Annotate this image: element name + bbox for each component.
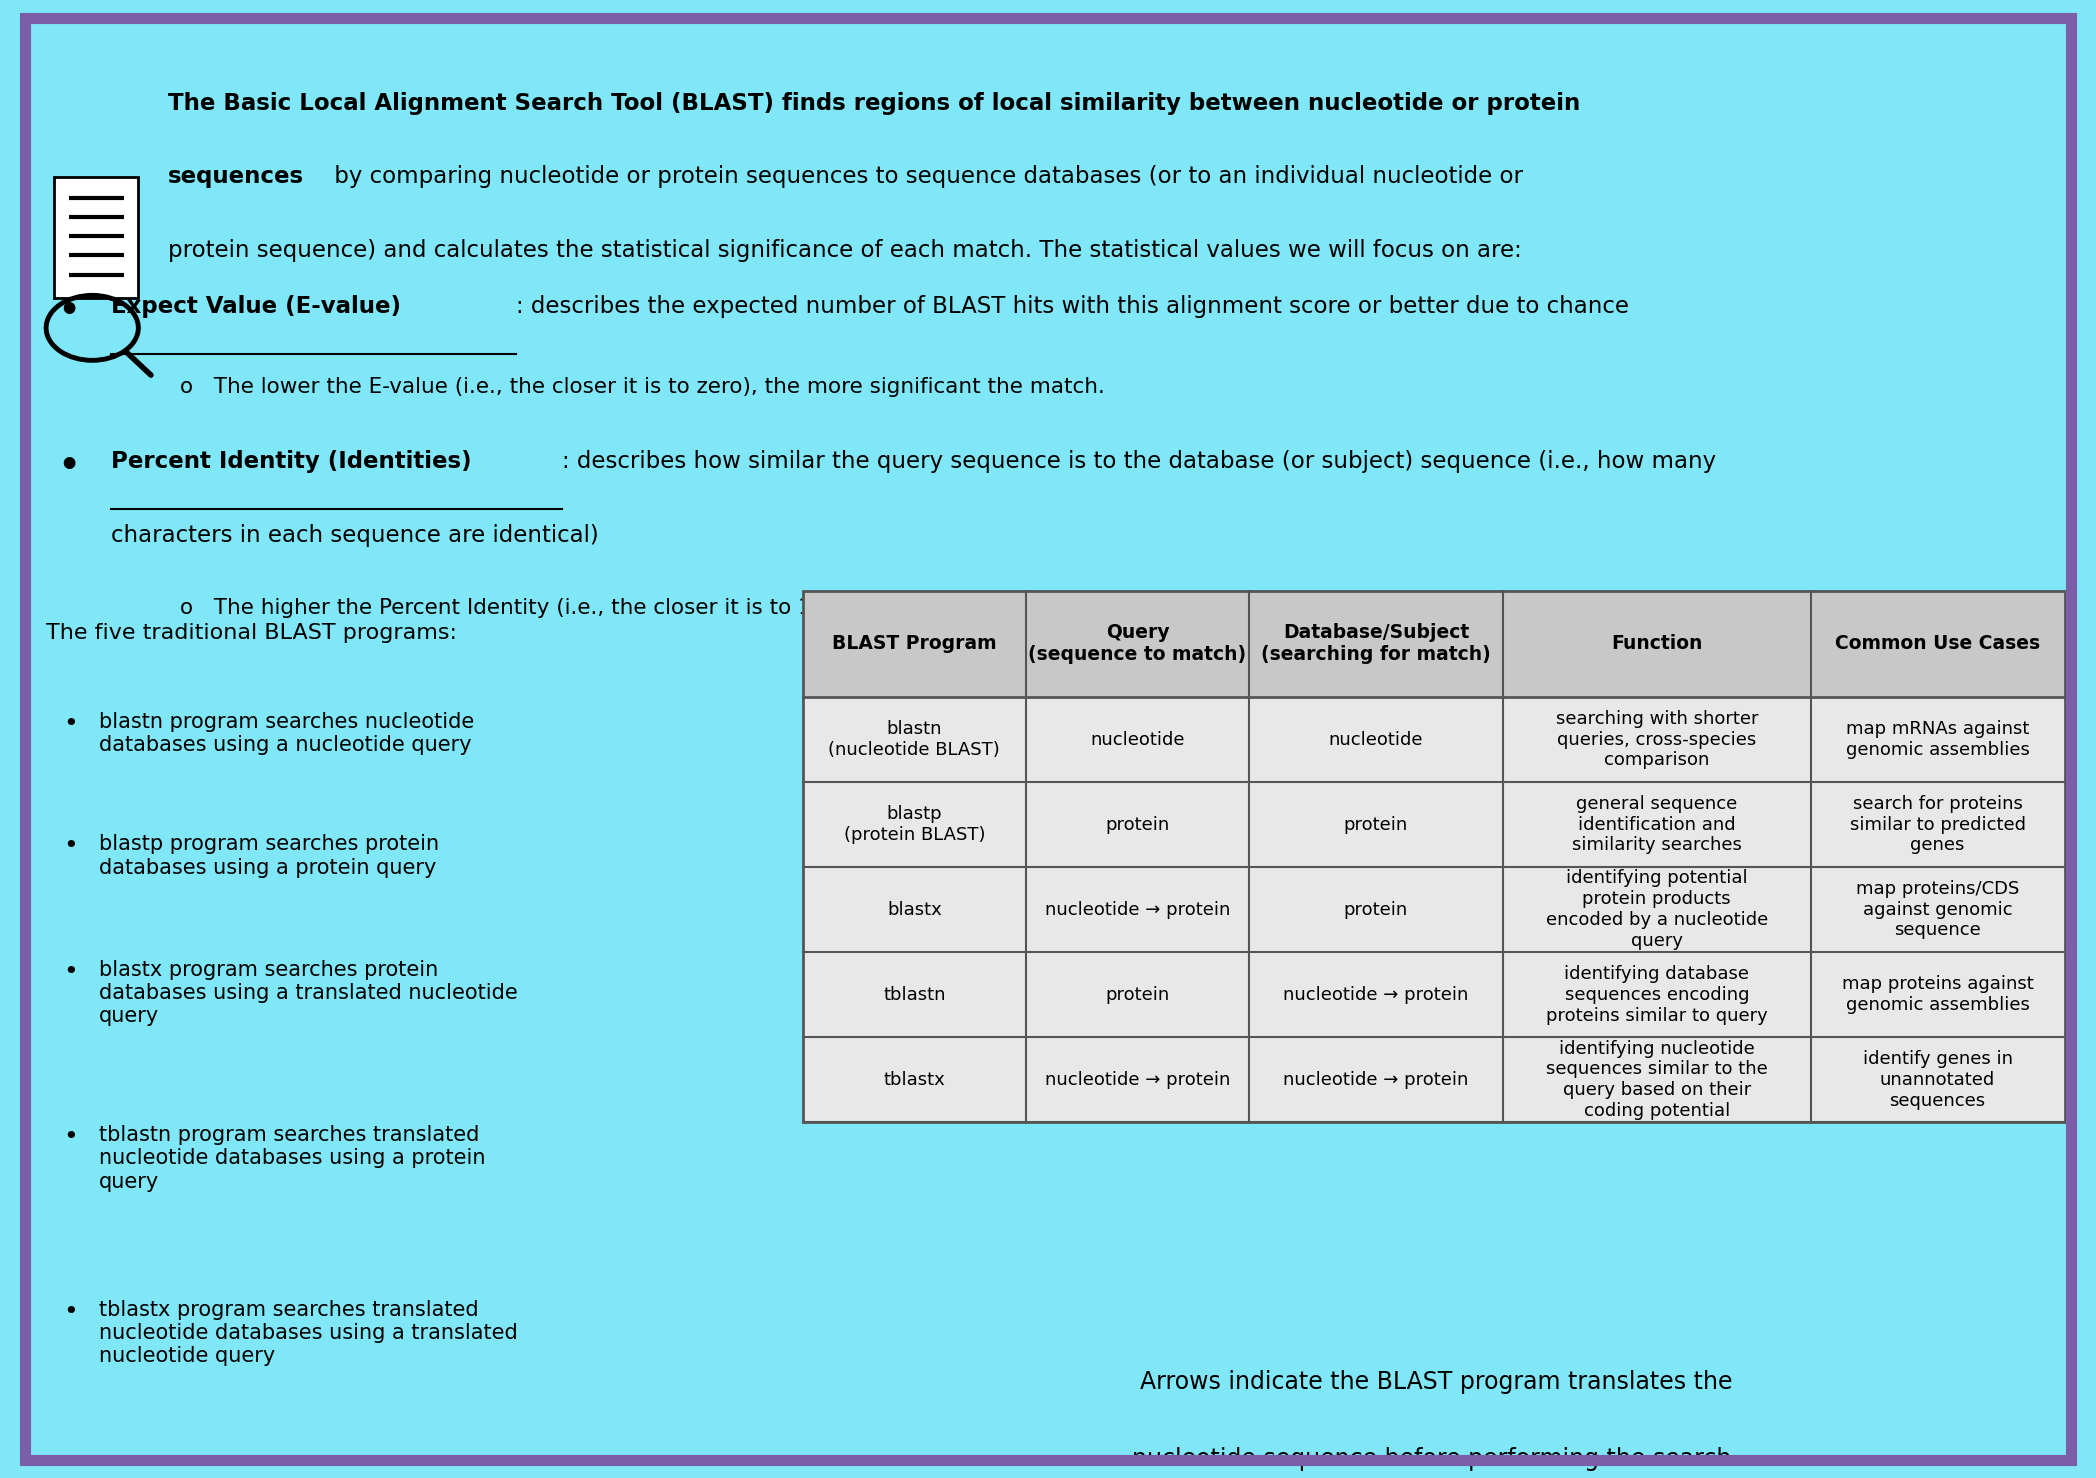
Text: nucleotide → protein: nucleotide → protein bbox=[1044, 1070, 1230, 1089]
Text: map mRNAs against
genomic assemblies: map mRNAs against genomic assemblies bbox=[1847, 720, 2029, 760]
Text: identifying database
sequences encoding
proteins similar to query: identifying database sequences encoding … bbox=[1547, 965, 1767, 1024]
Text: searching with shorter
queries, cross-species
comparison: searching with shorter queries, cross-sp… bbox=[1555, 709, 1759, 770]
Text: •: • bbox=[63, 835, 78, 859]
Text: protein: protein bbox=[1344, 816, 1409, 834]
Text: Expect Value (E-value): Expect Value (E-value) bbox=[111, 296, 400, 318]
Text: •: • bbox=[63, 712, 78, 736]
Text: The five traditional BLAST programs:: The five traditional BLAST programs: bbox=[46, 624, 457, 643]
Text: nucleotide → protein: nucleotide → protein bbox=[1283, 1070, 1469, 1089]
Text: protein: protein bbox=[1105, 986, 1170, 1004]
Text: o   The higher the Percent Identity (i.e., the closer it is to 100), the more si: o The higher the Percent Identity (i.e.,… bbox=[180, 599, 1201, 618]
Text: nucleotide: nucleotide bbox=[1090, 730, 1184, 748]
Text: blastp
(protein BLAST): blastp (protein BLAST) bbox=[843, 806, 985, 844]
FancyBboxPatch shape bbox=[803, 952, 2065, 1038]
Text: characters in each sequence are identical): characters in each sequence are identica… bbox=[111, 525, 599, 547]
FancyBboxPatch shape bbox=[803, 698, 2065, 782]
Text: protein: protein bbox=[1344, 900, 1409, 919]
Text: BLAST Program: BLAST Program bbox=[832, 634, 996, 653]
Text: nucleotide sequence before performing the search.: nucleotide sequence before performing th… bbox=[1132, 1447, 1740, 1471]
Text: blastp program searches protein
databases using a protein query: blastp program searches protein database… bbox=[99, 835, 438, 878]
Text: •: • bbox=[59, 451, 80, 483]
Text: protein sequence) and calculates the statistical significance of each match. The: protein sequence) and calculates the sta… bbox=[168, 239, 1522, 262]
Text: sequences: sequences bbox=[168, 166, 304, 188]
FancyBboxPatch shape bbox=[54, 177, 138, 299]
Text: blastx program searches protein
databases using a translated nucleotide
query: blastx program searches protein database… bbox=[99, 959, 518, 1026]
FancyBboxPatch shape bbox=[803, 868, 2065, 952]
Text: by comparing nucleotide or protein sequences to sequence databases (or to an ind: by comparing nucleotide or protein seque… bbox=[327, 166, 1524, 188]
Text: nucleotide → protein: nucleotide → protein bbox=[1044, 900, 1230, 919]
Text: Common Use Cases: Common Use Cases bbox=[1836, 634, 2039, 653]
Text: Query
(sequence to match): Query (sequence to match) bbox=[1029, 624, 1247, 665]
Text: Function: Function bbox=[1612, 634, 1702, 653]
Text: tblastx: tblastx bbox=[882, 1070, 945, 1089]
Text: •: • bbox=[59, 296, 80, 328]
Text: map proteins/CDS
against genomic
sequence: map proteins/CDS against genomic sequenc… bbox=[1855, 879, 2018, 940]
Text: Percent Identity (Identities): Percent Identity (Identities) bbox=[111, 451, 472, 473]
Text: map proteins against
genomic assemblies: map proteins against genomic assemblies bbox=[1842, 975, 2033, 1014]
Text: : describes how similar the query sequence is to the database (or subject) seque: : describes how similar the query sequen… bbox=[562, 451, 1717, 473]
Text: Database/Subject
(searching for match): Database/Subject (searching for match) bbox=[1262, 624, 1490, 665]
Text: blastn program searches nucleotide
databases using a nucleotide query: blastn program searches nucleotide datab… bbox=[99, 712, 474, 755]
Text: o   The lower the E-value (i.e., the closer it is to zero), the more significant: o The lower the E-value (i.e., the close… bbox=[180, 377, 1105, 396]
Text: tblastn: tblastn bbox=[882, 986, 945, 1004]
Text: search for proteins
similar to predicted
genes: search for proteins similar to predicted… bbox=[1849, 795, 2025, 854]
Text: blastn
(nucleotide BLAST): blastn (nucleotide BLAST) bbox=[828, 720, 1000, 760]
Text: tblastn program searches translated
nucleotide databases using a protein
query: tblastn program searches translated nucl… bbox=[99, 1125, 484, 1191]
Text: protein: protein bbox=[1105, 816, 1170, 834]
Text: The Basic Local Alignment Search Tool (BLAST) finds regions of local similarity : The Basic Local Alignment Search Tool (B… bbox=[168, 92, 1580, 115]
Text: nucleotide: nucleotide bbox=[1329, 730, 1423, 748]
Text: •: • bbox=[63, 1299, 78, 1324]
Text: : describes the expected number of BLAST hits with this alignment score or bette: : describes the expected number of BLAST… bbox=[516, 296, 1629, 318]
Text: blastx: blastx bbox=[887, 900, 941, 919]
FancyBboxPatch shape bbox=[803, 782, 2065, 868]
Text: general sequence
identification and
similarity searches: general sequence identification and simi… bbox=[1572, 795, 1742, 854]
Text: Arrows indicate the BLAST program translates the: Arrows indicate the BLAST program transl… bbox=[1140, 1370, 1731, 1394]
Text: nucleotide → protein: nucleotide → protein bbox=[1283, 986, 1469, 1004]
FancyBboxPatch shape bbox=[803, 591, 2065, 698]
Text: •: • bbox=[63, 1125, 78, 1150]
Text: identifying nucleotide
sequences similar to the
query based on their
coding pote: identifying nucleotide sequences similar… bbox=[1547, 1039, 1767, 1120]
FancyBboxPatch shape bbox=[803, 1038, 2065, 1122]
Text: identifying potential
protein products
encoded by a nucleotide
query: identifying potential protein products e… bbox=[1545, 869, 1767, 950]
Text: •: • bbox=[63, 959, 78, 984]
Text: tblastx program searches translated
nucleotide databases using a translated
nucl: tblastx program searches translated nucl… bbox=[99, 1299, 518, 1366]
Text: identify genes in
unannotated
sequences: identify genes in unannotated sequences bbox=[1863, 1049, 2012, 1110]
